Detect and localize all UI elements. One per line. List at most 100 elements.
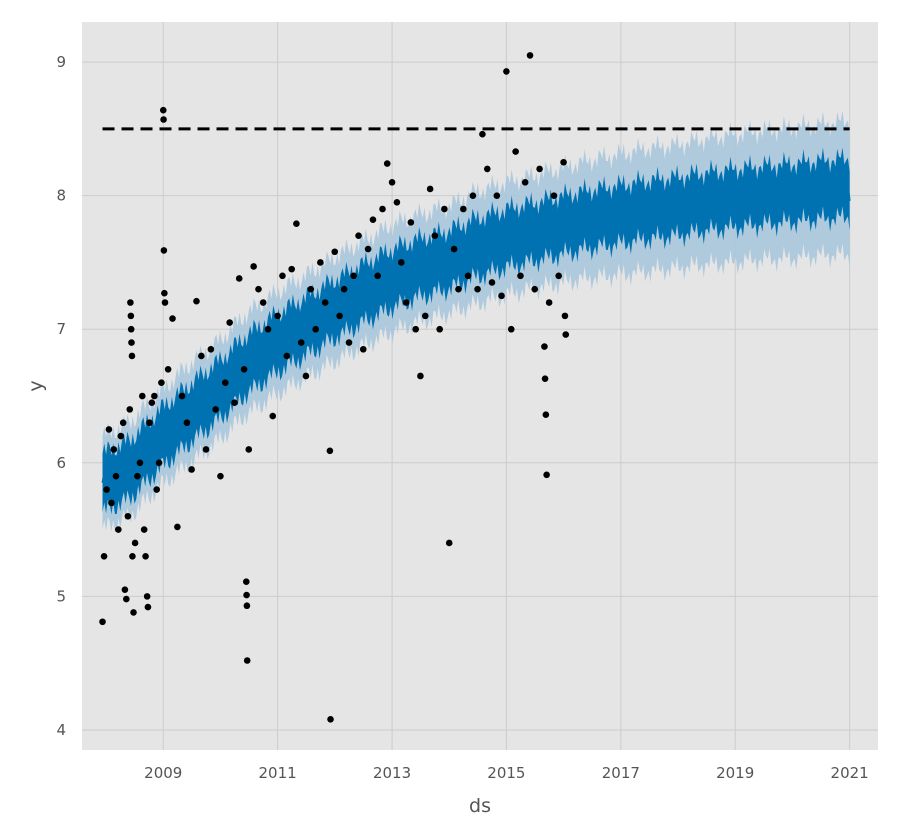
observed-point (159, 106, 167, 114)
observed-point (364, 245, 372, 253)
observed-point (460, 205, 467, 213)
observed-point (198, 352, 205, 360)
observed-point (164, 366, 172, 373)
observed-point (455, 285, 462, 293)
observed-point (297, 339, 305, 346)
x-axis-ticks: 2009 2011 2013 2015 2017 2019 2021 (144, 764, 869, 782)
observed-point (140, 526, 148, 533)
observed-point (155, 459, 163, 467)
observed-point (421, 312, 429, 320)
observed-point (541, 343, 548, 350)
observed-point (542, 411, 550, 419)
observed-point (129, 553, 136, 560)
observed-point (412, 325, 420, 333)
observed-point (359, 345, 367, 353)
observed-point (143, 593, 151, 600)
observed-point (293, 220, 300, 228)
observed-point (445, 539, 453, 547)
observed-point (398, 259, 405, 266)
observed-point (138, 392, 146, 400)
observed-point (119, 419, 127, 427)
observed-point (279, 272, 286, 280)
observed-point (188, 466, 195, 473)
observed-point (127, 312, 135, 320)
observed-point (507, 325, 515, 333)
observed-point (110, 446, 118, 453)
observed-point (124, 512, 132, 520)
observed-point (545, 299, 553, 306)
y-tick-label: 4 (56, 721, 66, 739)
observed-point (178, 392, 186, 400)
observed-point (174, 523, 181, 531)
observed-point (483, 165, 491, 173)
observed-point (127, 299, 134, 306)
x-axis-title: ds (469, 795, 491, 817)
observed-point (161, 299, 169, 306)
observed-point (226, 319, 233, 326)
observed-point (550, 192, 558, 199)
x-tick-label: 2013 (373, 764, 411, 782)
observed-point (250, 263, 257, 270)
observed-point (326, 447, 334, 455)
x-tick-label: 2017 (602, 764, 640, 782)
observed-point (531, 285, 539, 293)
forecast-ribbon (102, 147, 850, 515)
x-tick-label: 2011 (259, 764, 297, 782)
observed-point (536, 165, 543, 173)
observed-point (127, 325, 135, 333)
observed-point (562, 331, 570, 338)
observed-point (321, 299, 329, 306)
observed-point (99, 618, 106, 626)
observed-point (541, 375, 549, 382)
observed-point (560, 158, 567, 166)
observed-point (526, 52, 534, 59)
observed-point (407, 219, 415, 226)
y-tick-label: 8 (56, 187, 66, 205)
observed-point (160, 116, 167, 123)
observed-point (103, 486, 110, 493)
observed-point (144, 603, 152, 611)
observed-point (450, 245, 458, 253)
observed-point (493, 192, 501, 199)
observed-point (158, 379, 165, 386)
observed-point (561, 312, 569, 320)
observed-point (123, 595, 130, 603)
x-tick-label: 2019 (716, 764, 754, 782)
y-tick-label: 7 (56, 320, 66, 338)
observed-point (379, 205, 386, 213)
observed-point (543, 471, 550, 479)
observed-point (369, 216, 377, 223)
observed-point (269, 412, 277, 420)
observed-point (274, 312, 281, 320)
observed-point (160, 247, 168, 254)
observed-point (417, 372, 424, 380)
observed-point (503, 68, 510, 75)
observed-point (331, 248, 339, 256)
observed-point (142, 553, 149, 560)
observed-point (393, 199, 401, 206)
observed-point (212, 406, 219, 413)
observed-point (134, 472, 141, 480)
observed-point (131, 539, 139, 547)
observed-point (355, 232, 362, 240)
observed-point (243, 657, 251, 664)
observed-point (231, 399, 238, 406)
observed-point (242, 578, 250, 585)
observed-point (479, 130, 486, 138)
x-tick-label: 2009 (144, 764, 182, 782)
y-tick-label: 5 (56, 587, 66, 605)
forecast-line (101, 147, 851, 515)
observed-point (148, 399, 156, 406)
observed-point (169, 315, 176, 322)
observed-point (243, 591, 250, 599)
observed-point (350, 272, 358, 280)
observed-point (183, 419, 191, 427)
observed-point (112, 472, 120, 480)
observed-point (108, 499, 115, 507)
observed-point (202, 446, 210, 453)
observed-point (517, 272, 524, 280)
observed-point (312, 325, 319, 333)
observed-point (302, 372, 310, 380)
observed-point (345, 339, 353, 346)
